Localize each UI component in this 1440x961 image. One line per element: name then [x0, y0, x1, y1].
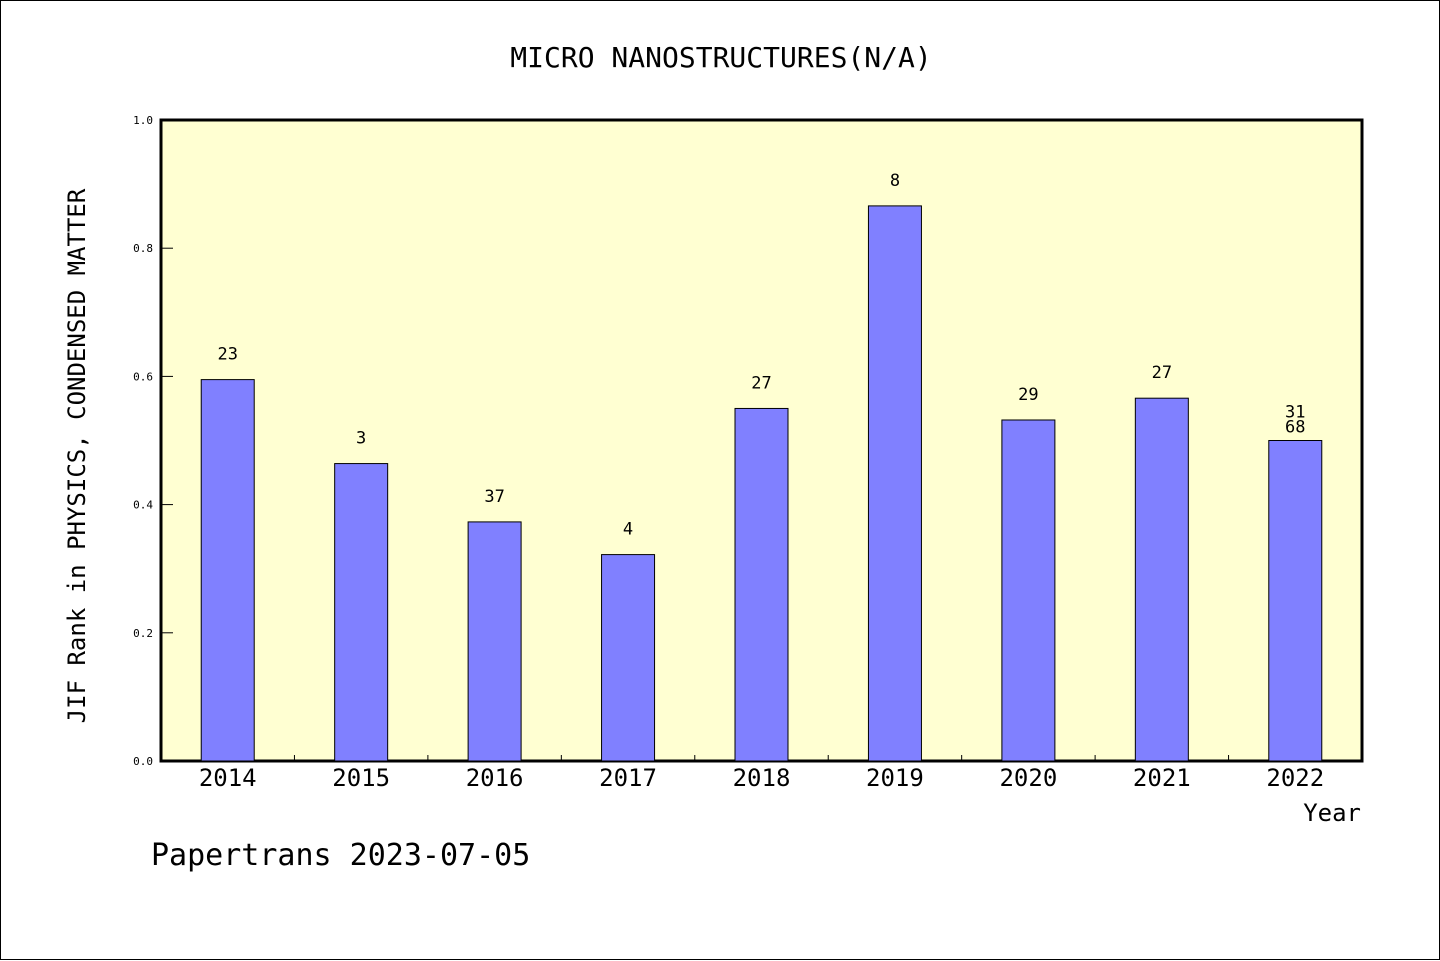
bar: [734, 407, 789, 762]
y-tick-label: 0.6: [133, 370, 153, 383]
y-tick-label: 0.8: [133, 242, 153, 255]
x-tick-label: 2017: [599, 764, 657, 792]
x-axis-label: Year: [1303, 799, 1361, 827]
y-tick-label: 0.2: [133, 627, 153, 640]
data-label: 23: [217, 345, 237, 365]
axis-ticks: [161, 119, 1230, 762]
x-tick-label: 2015: [332, 764, 390, 792]
data-label: 27: [1152, 363, 1172, 383]
bar: [467, 521, 522, 762]
data-label: 27: [751, 373, 771, 393]
data-label: 8: [890, 171, 900, 191]
x-tick-label: 2022: [1266, 764, 1324, 792]
data-label: 31: [1285, 403, 1305, 423]
y-axis-label: JIF Rank in PHYSICS, CONDENSED MATTER: [63, 188, 91, 723]
bar: [1134, 397, 1189, 762]
bar: [334, 463, 389, 762]
y-tick-label: 0.4: [133, 499, 153, 512]
data-label: 68: [1285, 418, 1305, 438]
bar: [601, 554, 656, 762]
x-tick-label: 2021: [1133, 764, 1191, 792]
footer-text: Papertrans 2023-07-05: [151, 838, 530, 873]
x-tick-label: 2016: [466, 764, 524, 792]
y-tick-label: 0.0: [133, 755, 153, 768]
data-label: 29: [1018, 385, 1038, 405]
x-tick-label: 2020: [999, 764, 1057, 792]
bar: [867, 205, 922, 762]
data-label: 4: [623, 520, 633, 540]
x-tick-label: 2018: [733, 764, 791, 792]
y-tick-label: 1.0: [133, 114, 153, 127]
bar: [1001, 419, 1056, 762]
chart-title: MICRO NANOSTRUCTURES(N/A): [510, 41, 931, 74]
x-tick-label: 2014: [199, 764, 257, 792]
bar: [1268, 440, 1323, 762]
x-tick-label: 2019: [866, 764, 924, 792]
bar: [200, 379, 255, 762]
data-label: 37: [484, 487, 504, 507]
data-label: 3: [356, 429, 366, 449]
bars: [200, 205, 1323, 762]
x-tick-labels: 2014 2015 2016 2017 2018 2019 2020 2021 2022: [199, 764, 1324, 792]
y-tick-labels: 0.0 0.2 0.4 0.6 0.8 1.0: [133, 114, 153, 768]
